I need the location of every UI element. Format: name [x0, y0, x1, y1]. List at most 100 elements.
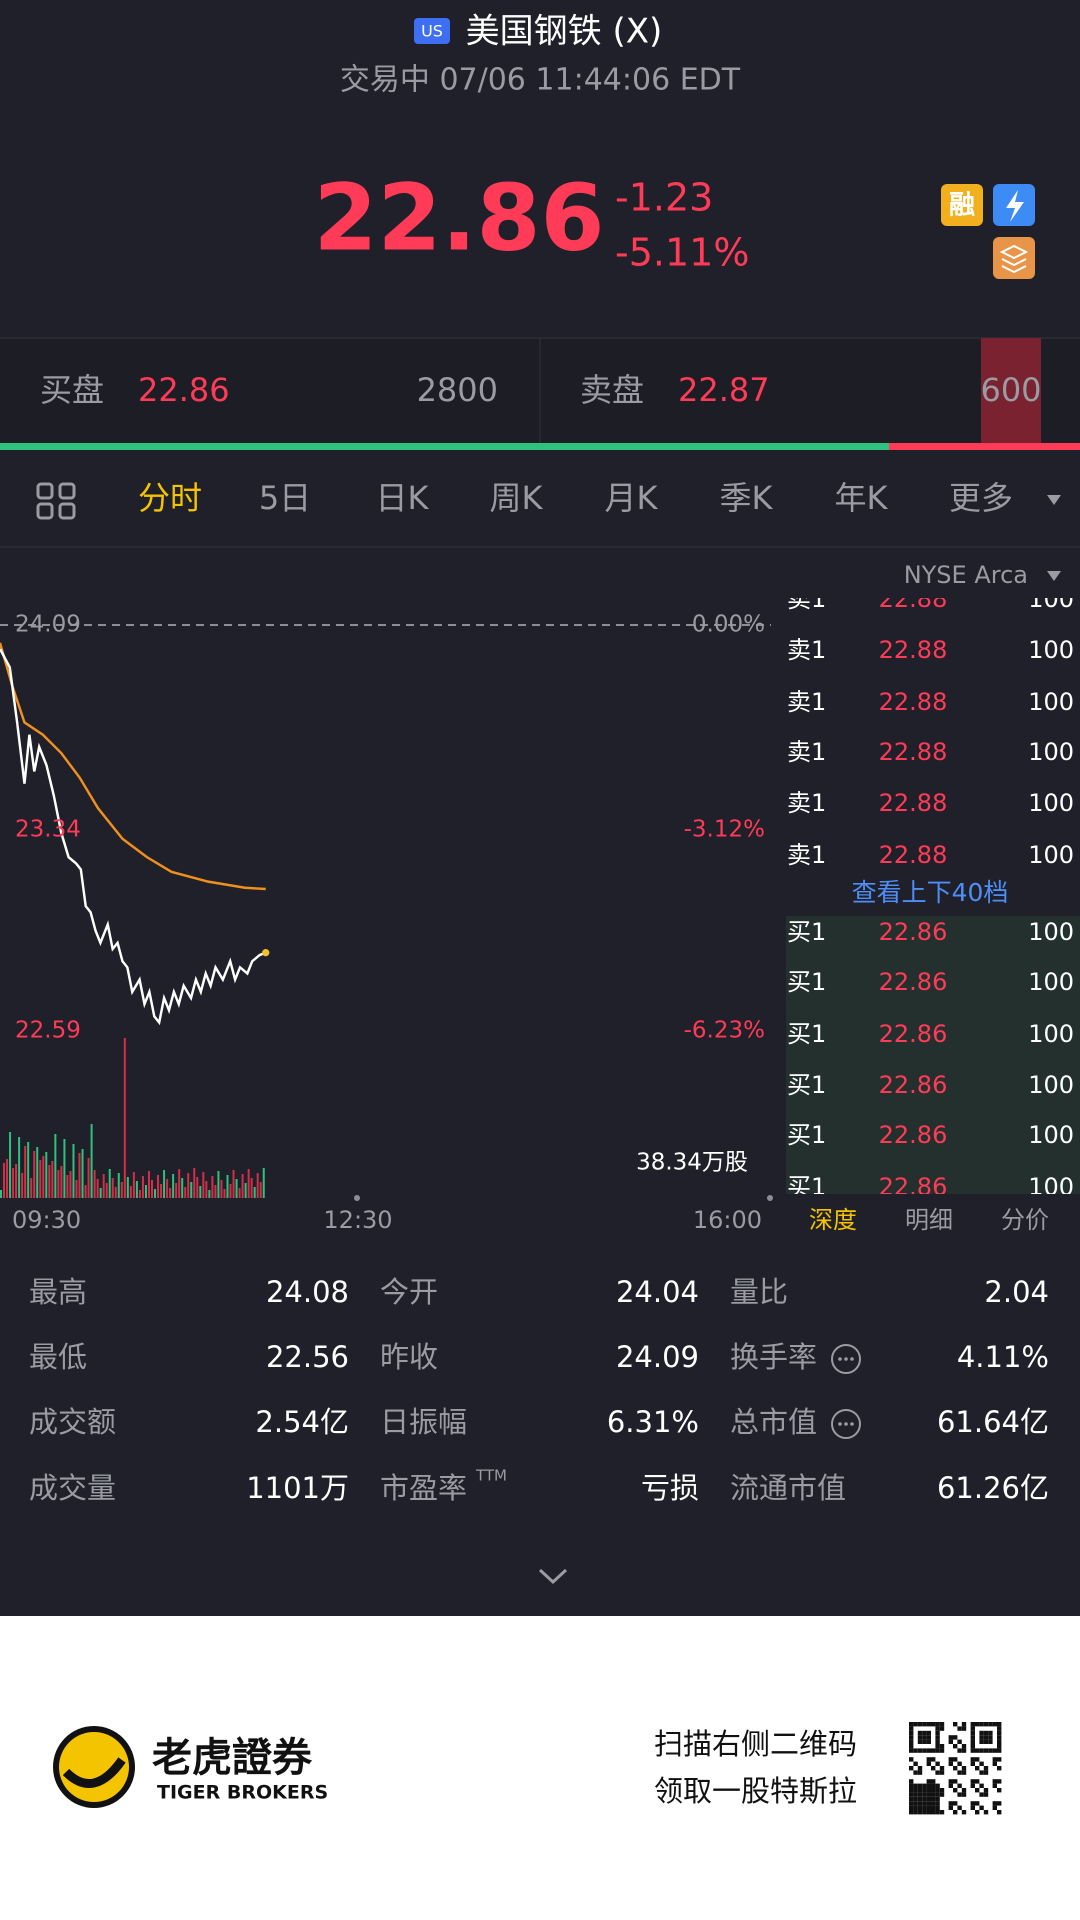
- qr-module: [931, 1766, 936, 1771]
- volume-bar: [208, 1190, 211, 1198]
- qr-module: [975, 1810, 980, 1815]
- qr-module: [913, 1788, 918, 1793]
- info-dot: [844, 1422, 848, 1426]
- qr-module: [997, 1735, 1002, 1740]
- qr-module: [957, 1726, 962, 1731]
- exchange-arrow[interactable]: [1047, 571, 1061, 581]
- qr-module: [922, 1788, 927, 1793]
- qr-module: [979, 1805, 984, 1810]
- book-price: 22.86: [879, 1020, 948, 1048]
- more-arrow[interactable]: [1047, 495, 1061, 505]
- qr-module: [909, 1801, 914, 1806]
- qr-module: [979, 1739, 984, 1744]
- qr-module: [939, 1788, 945, 1793]
- book-level: 卖1: [787, 738, 826, 766]
- volume-bar: [129, 1186, 132, 1198]
- stat-value: 6.31%: [607, 1405, 699, 1439]
- qr-module: [970, 1779, 975, 1784]
- brand-en: TIGER BROKERS: [157, 1782, 328, 1804]
- period-tab[interactable]: 季K: [720, 479, 774, 517]
- period-tab[interactable]: 日K: [376, 479, 430, 517]
- book-level: 卖1: [787, 636, 826, 664]
- qr-module: [992, 1761, 997, 1766]
- qr-module: [922, 1801, 927, 1806]
- qr-module: [948, 1783, 953, 1788]
- margin-icon: [941, 184, 983, 226]
- qr-module: [961, 1810, 967, 1815]
- menu-icon: [36, 482, 76, 520]
- qr-module: [970, 1739, 975, 1744]
- qr-module: [988, 1735, 993, 1740]
- qr-module: [983, 1739, 989, 1744]
- info-icon[interactable]: [831, 1409, 861, 1439]
- qr-module: [979, 1783, 984, 1788]
- qr-module: [909, 1726, 914, 1731]
- book-tab[interactable]: 明细: [905, 1206, 953, 1234]
- qr-module: [953, 1744, 958, 1749]
- qr-module: [975, 1801, 980, 1806]
- book-level: 买1: [787, 968, 826, 996]
- qr-module: [992, 1722, 997, 1727]
- volume-bar: [54, 1134, 57, 1198]
- promo-line: 扫描右侧二维码: [654, 1727, 857, 1761]
- book-tab[interactable]: 分价: [1001, 1206, 1049, 1234]
- volume-bar: [90, 1124, 93, 1198]
- volume-label: 38.34万股: [636, 1150, 748, 1176]
- bid-label: 买盘: [40, 371, 104, 409]
- period-tab[interactable]: 月K: [605, 479, 659, 517]
- exchange[interactable]: NYSE Arca: [904, 561, 1028, 589]
- ask-size-bg: [981, 338, 1041, 443]
- qr-module: [909, 1810, 914, 1815]
- volume-bar: [184, 1187, 187, 1198]
- period-tab[interactable]: 分时: [138, 479, 202, 517]
- book-tab[interactable]: 深度: [809, 1206, 857, 1234]
- qr-module: [961, 1788, 967, 1793]
- qr-module: [935, 1805, 940, 1810]
- fast-icon-glyph: [1006, 190, 1024, 222]
- qr-module: [926, 1801, 931, 1806]
- qr-module: [909, 1730, 914, 1736]
- qr-module: [961, 1744, 967, 1749]
- qr-module: [983, 1770, 989, 1775]
- qr-module: [970, 1805, 975, 1810]
- change: -1.23: [615, 176, 713, 220]
- info-icon[interactable]: [831, 1344, 861, 1374]
- volume-bar: [178, 1169, 181, 1198]
- book-qty: 100: [1028, 585, 1074, 613]
- qr-module: [931, 1722, 936, 1727]
- period-tab[interactable]: 年K: [835, 479, 889, 517]
- qr-module: [939, 1726, 945, 1731]
- qr-module: [939, 1766, 945, 1771]
- qr-module: [909, 1788, 914, 1793]
- qr-module: [953, 1801, 958, 1806]
- time-label: 16:00: [693, 1206, 762, 1234]
- expand-chevron[interactable]: [538, 1568, 568, 1585]
- qr-module: [931, 1783, 936, 1788]
- qr-module: [983, 1788, 989, 1793]
- book-level: 买1: [787, 918, 826, 946]
- qr-module: [957, 1761, 962, 1766]
- qr-module: [926, 1796, 931, 1802]
- qr-module: [935, 1796, 940, 1802]
- qr-module: [935, 1761, 940, 1766]
- qr-module: [979, 1770, 984, 1775]
- qr-module: [913, 1801, 918, 1806]
- volume-bar: [160, 1184, 163, 1198]
- volume-bar: [18, 1137, 21, 1198]
- qr-module: [909, 1744, 914, 1749]
- period-tab[interactable]: 周K: [490, 479, 544, 517]
- qr-module: [997, 1766, 1002, 1771]
- qr-module: [926, 1748, 931, 1753]
- period-tab[interactable]: 更多: [949, 479, 1013, 517]
- book-price: 22.88: [879, 738, 948, 766]
- qr-module: [909, 1805, 914, 1810]
- qr-module: [961, 1792, 967, 1797]
- qr-module: [997, 1757, 1002, 1762]
- volume-bar: [235, 1179, 238, 1198]
- period-tab[interactable]: 5日: [259, 479, 311, 517]
- info-dot: [850, 1357, 854, 1361]
- volume-bar: [229, 1184, 232, 1198]
- volume-bar: [66, 1175, 69, 1198]
- book-link[interactable]: 查看上下40档: [852, 878, 1009, 907]
- qr-module: [970, 1783, 975, 1788]
